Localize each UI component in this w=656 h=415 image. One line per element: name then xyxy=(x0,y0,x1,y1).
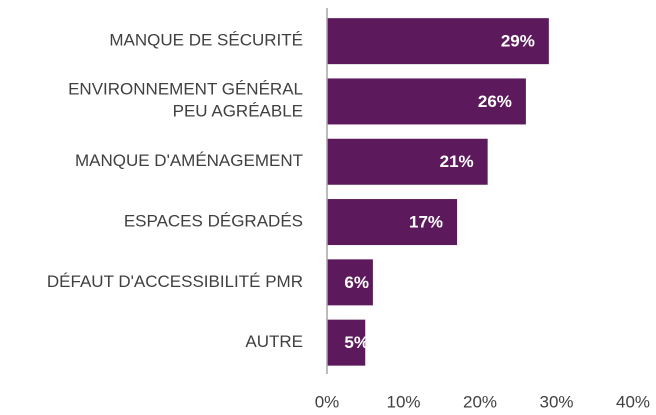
data-label: 29% xyxy=(501,32,535,51)
category-label: MANQUE D'AMÉNAGEMENT xyxy=(75,151,303,170)
bar xyxy=(327,319,366,366)
x-tick-label: 40% xyxy=(616,392,650,411)
category-label: DÉFAUT D'ACCESSIBILITÉ PMR xyxy=(47,272,303,291)
category-label: ESPACES DÉGRADÉS xyxy=(124,212,303,231)
x-tick-label: 20% xyxy=(463,392,497,411)
x-tick-label: 0% xyxy=(315,392,340,411)
category-label: AUTRE xyxy=(245,332,303,351)
bar xyxy=(327,259,373,306)
x-tick-label: 30% xyxy=(539,392,573,411)
data-label: 6% xyxy=(344,273,369,292)
bar xyxy=(327,199,458,246)
category-label: MANQUE DE SÉCURITÉ xyxy=(109,31,303,50)
bar xyxy=(327,138,488,185)
bar xyxy=(327,18,549,65)
data-label: 21% xyxy=(440,152,474,171)
category-label: ENVIRONNEMENT GÉNÉRAL PEU AGRÉABLE xyxy=(68,80,303,121)
data-label: 5% xyxy=(344,333,369,352)
data-label: 26% xyxy=(478,92,512,111)
bar xyxy=(327,78,526,125)
x-tick-label: 10% xyxy=(386,392,420,411)
data-label: 17% xyxy=(409,213,443,232)
